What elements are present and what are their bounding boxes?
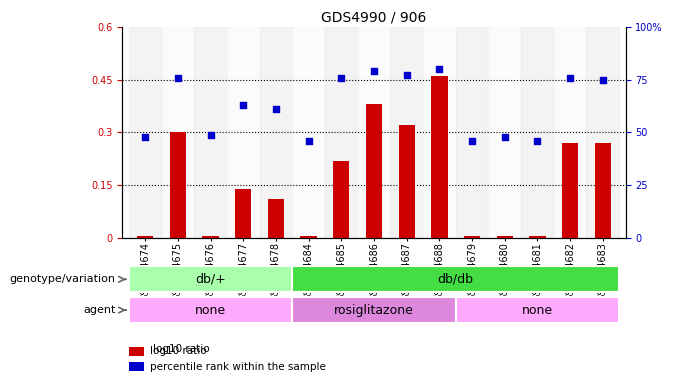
Point xyxy=(532,138,543,144)
Bar xyxy=(194,27,227,238)
Text: none: none xyxy=(522,304,553,316)
Bar xyxy=(366,104,382,238)
Bar xyxy=(554,27,586,238)
Bar xyxy=(301,236,317,238)
Bar xyxy=(398,126,415,238)
Bar xyxy=(292,266,619,292)
Point xyxy=(564,74,575,81)
Bar xyxy=(333,161,350,238)
Point xyxy=(597,76,608,83)
Bar xyxy=(268,199,284,238)
Bar xyxy=(594,143,611,238)
Point xyxy=(271,106,282,112)
Bar xyxy=(227,27,260,238)
Text: db/db: db/db xyxy=(438,273,474,286)
Bar xyxy=(423,27,456,238)
Point xyxy=(238,102,249,108)
Text: genotype/variation: genotype/variation xyxy=(10,274,116,285)
Text: none: none xyxy=(195,304,226,316)
Bar xyxy=(488,27,521,238)
Bar xyxy=(162,27,194,238)
Bar xyxy=(431,76,447,238)
Point xyxy=(336,74,347,81)
Text: percentile rank within the sample: percentile rank within the sample xyxy=(150,362,326,372)
Bar xyxy=(358,27,390,238)
Point xyxy=(173,74,184,81)
Text: rosiglitazone: rosiglitazone xyxy=(334,304,414,316)
Text: agent: agent xyxy=(83,305,116,315)
Bar xyxy=(390,27,423,238)
Title: GDS4990 / 906: GDS4990 / 906 xyxy=(322,10,426,24)
Bar xyxy=(129,347,144,356)
Text: log10 ratio: log10 ratio xyxy=(150,346,206,356)
Text: db/+: db/+ xyxy=(195,273,226,286)
Bar xyxy=(129,297,292,323)
Bar xyxy=(129,27,162,238)
Bar xyxy=(464,236,480,238)
Bar xyxy=(203,236,219,238)
Bar xyxy=(456,27,488,238)
Bar xyxy=(260,27,292,238)
Bar xyxy=(586,27,619,238)
Bar xyxy=(129,266,292,292)
Point xyxy=(369,68,379,74)
Bar xyxy=(562,143,578,238)
Bar xyxy=(521,27,554,238)
Bar xyxy=(235,189,252,238)
Point xyxy=(303,138,314,144)
Bar xyxy=(129,362,144,371)
Point xyxy=(499,134,510,140)
Point xyxy=(434,66,445,72)
Point xyxy=(205,131,216,138)
Text: log10 ratio: log10 ratio xyxy=(153,344,209,354)
Bar xyxy=(325,27,358,238)
Bar xyxy=(137,236,154,238)
Bar xyxy=(496,236,513,238)
Point xyxy=(466,138,477,144)
Bar xyxy=(456,297,619,323)
Bar xyxy=(292,27,325,238)
Bar xyxy=(170,132,186,238)
Bar xyxy=(529,236,545,238)
Point xyxy=(140,134,151,140)
Bar xyxy=(292,297,456,323)
Point xyxy=(401,73,412,79)
